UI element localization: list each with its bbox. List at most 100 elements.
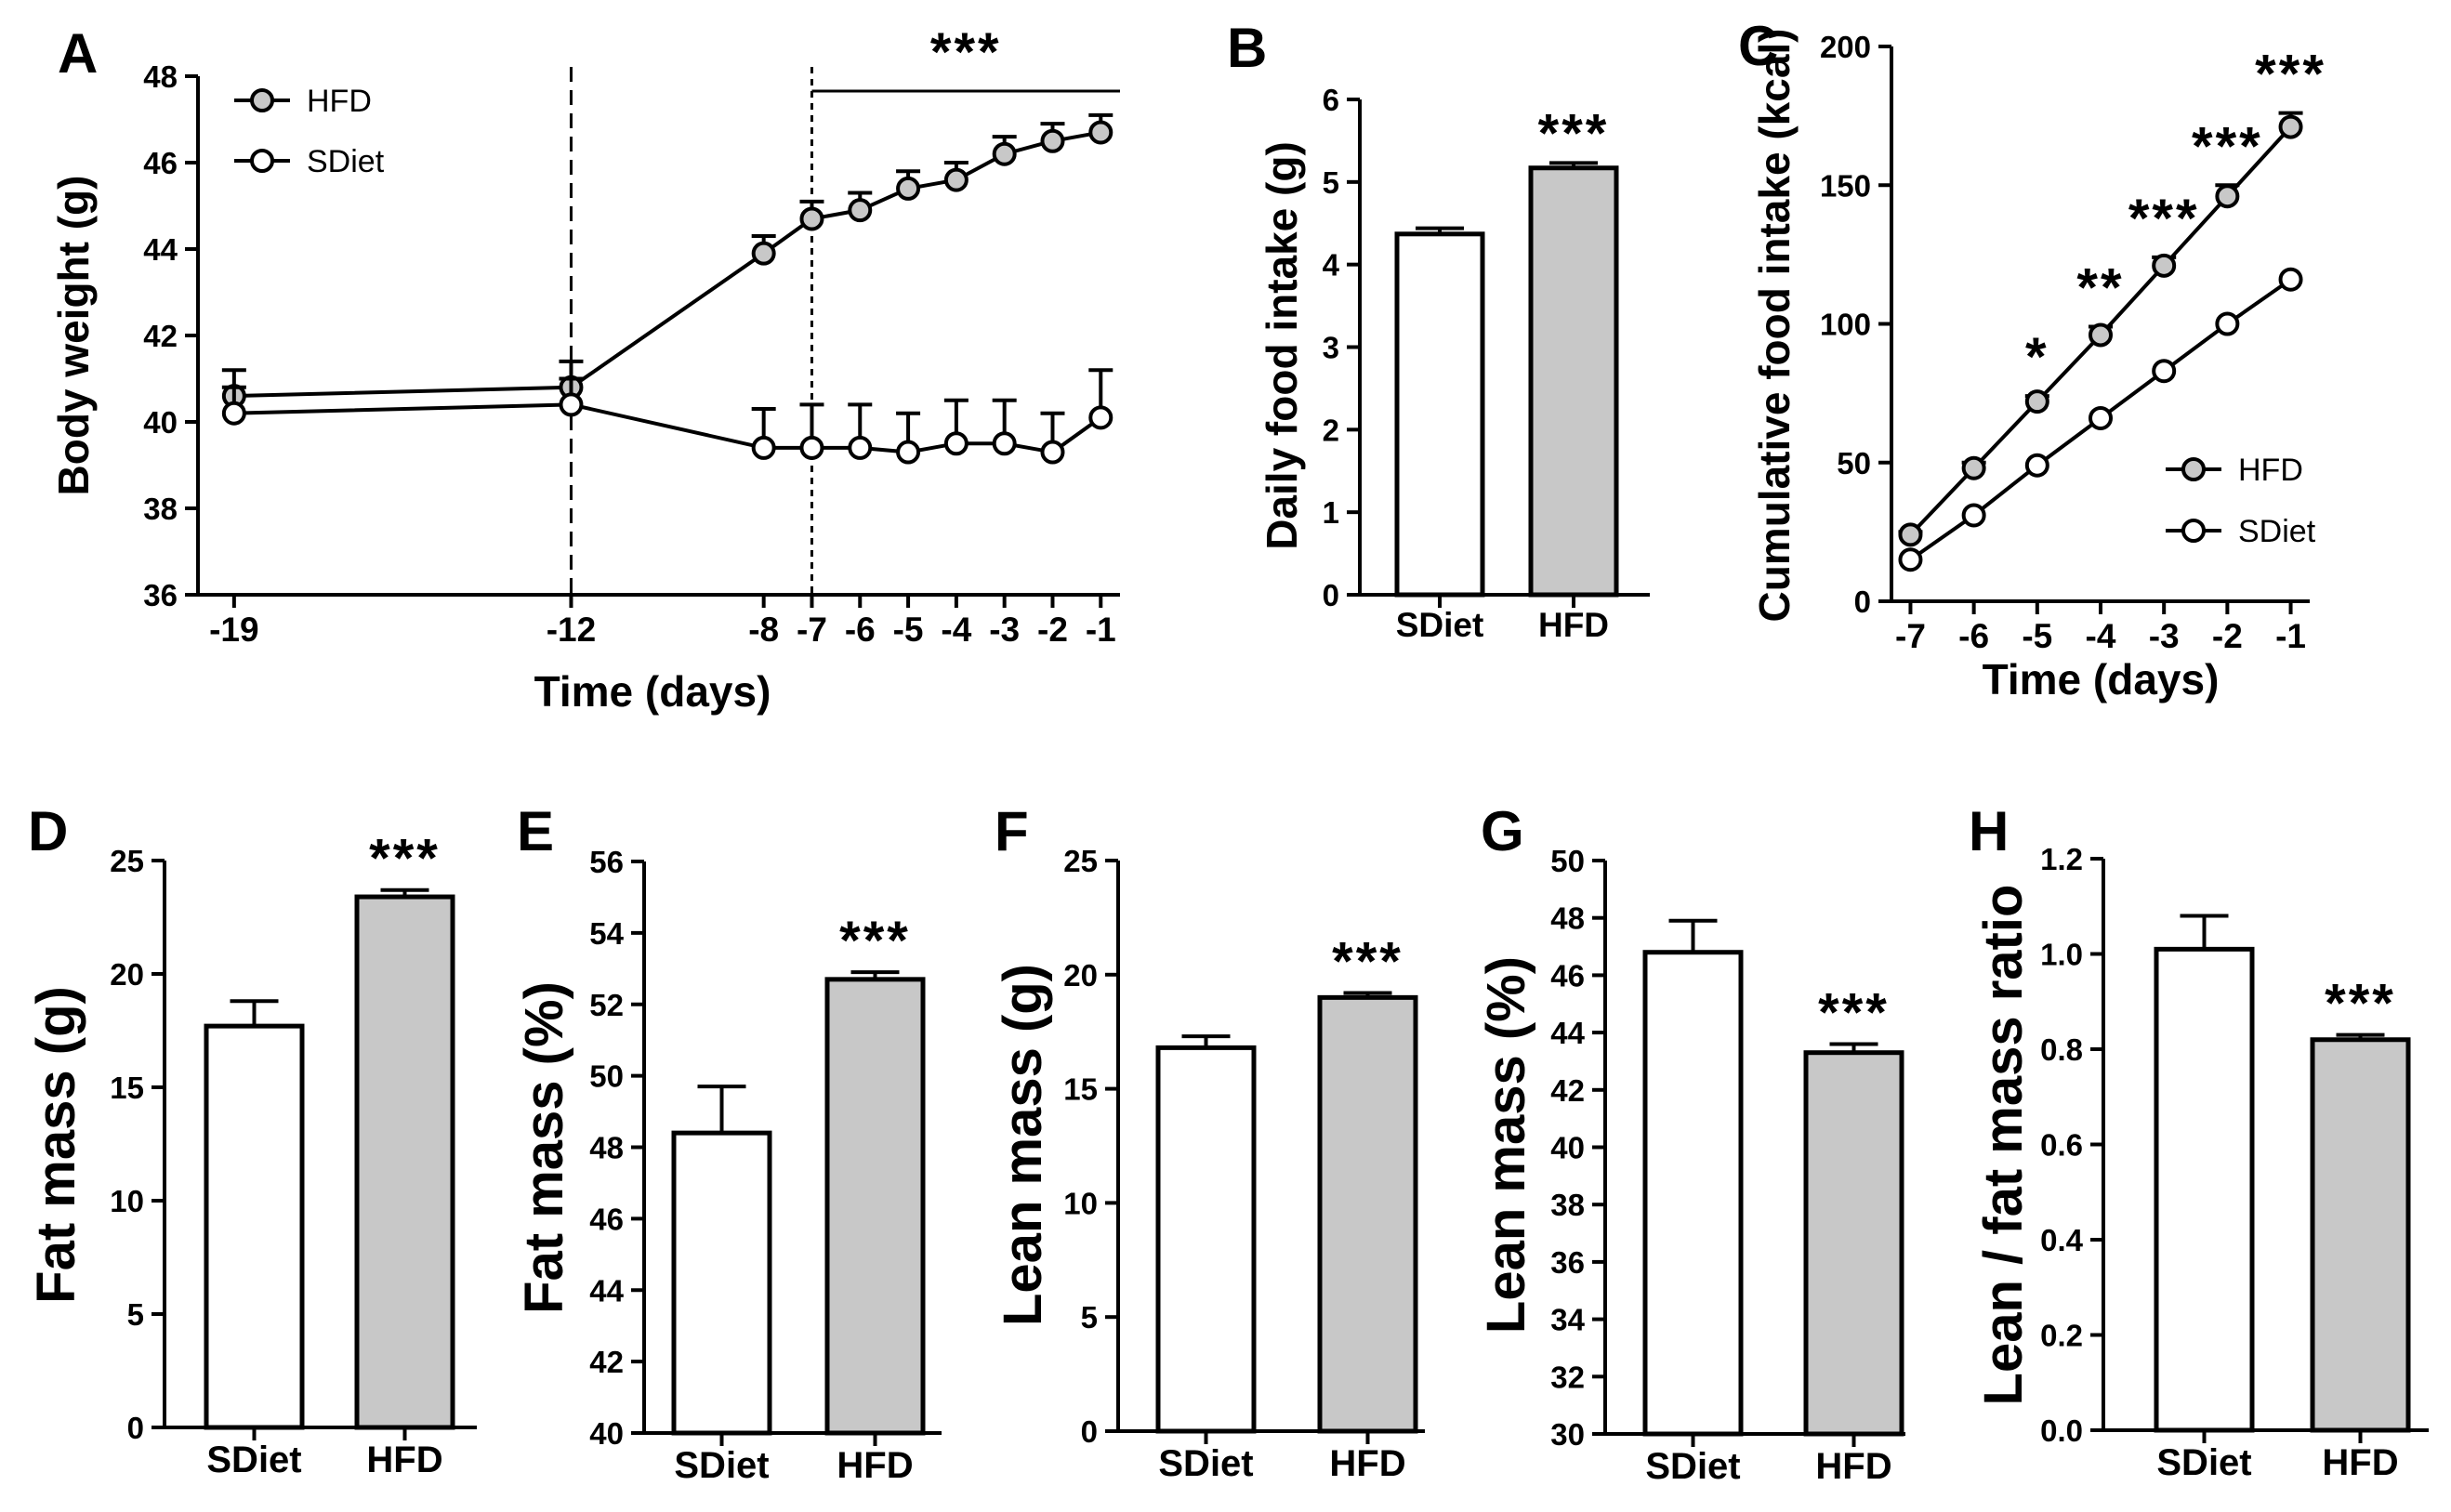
data-point-SDiet	[848, 435, 873, 460]
y-tick-label: 20	[110, 957, 144, 992]
bar-SDiet	[1155, 1045, 1257, 1434]
y-tick-label: 2	[1323, 413, 1339, 447]
significance-marker: **	[2076, 257, 2124, 318]
panel-B: Daily food intake (g)	[1258, 98, 1650, 608]
y-tick-label: 44	[143, 232, 178, 267]
data-point-SDiet	[943, 431, 969, 456]
y-tick-label: 15	[1063, 1072, 1098, 1107]
legend-label-SDiet: SDiet	[2238, 514, 2316, 549]
x-tick-label: -2	[2212, 617, 2243, 655]
x-tick-label: HFD	[837, 1445, 913, 1486]
y-tick-label: 40	[1550, 1131, 1585, 1165]
y-tick-label: 15	[110, 1071, 144, 1105]
x-tick-label: SDiet	[1396, 606, 1484, 644]
bar-SDiet	[671, 1130, 772, 1436]
x-axis-title: Time (days)	[534, 667, 771, 716]
x-tick-label: HFD	[1815, 1446, 1891, 1487]
data-point-HFD	[1961, 455, 1986, 480]
panel-H: Lean / fat mass ratio	[1973, 857, 2429, 1443]
x-tick-label: -1	[2275, 617, 2306, 655]
bar-SDiet	[1642, 950, 1744, 1437]
x-tick-label: -5	[893, 611, 924, 649]
y-tick-label: 42	[1550, 1073, 1585, 1108]
data-point-SDiet	[221, 401, 246, 426]
significance-marker: ***	[1332, 931, 1403, 992]
panel-label: D	[28, 800, 68, 862]
significance-marker: ***	[930, 22, 1002, 83]
panel-label: H	[1969, 800, 2009, 862]
data-point-HFD	[1088, 120, 1113, 145]
y-axis-title: Cumulative food intake (kcal)	[1750, 28, 1799, 622]
y-tick-label: 30	[1550, 1417, 1585, 1452]
x-tick-label: HFD	[1538, 606, 1609, 644]
y-axis-title: Body weight (g)	[49, 176, 98, 496]
y-tick-label: 0	[1854, 585, 1871, 619]
y-axis-title: Fat mass (g)	[26, 986, 86, 1304]
data-point-HFD	[992, 141, 1017, 166]
data-point-SDiet	[2215, 311, 2240, 336]
y-tick-label: 6	[1323, 83, 1339, 117]
significance-marker: ***	[839, 911, 911, 971]
x-tick-label: HFD	[366, 1440, 442, 1480]
x-tick-label: -7	[797, 611, 827, 649]
y-tick-label: 0	[127, 1411, 144, 1445]
data-point-HFD	[848, 198, 873, 223]
y-tick-label: 1.2	[2040, 842, 2083, 876]
y-tick-label: 44	[589, 1273, 624, 1308]
x-tick-label: SDiet	[206, 1440, 301, 1480]
bar-HFD	[2310, 1037, 2411, 1433]
x-tick-label: -5	[2022, 617, 2052, 655]
data-point-SDiet	[1088, 405, 1113, 430]
data-point-SDiet	[1961, 503, 1986, 528]
bar-HFD	[1803, 1050, 1904, 1437]
y-tick-label: 0.8	[2040, 1032, 2083, 1067]
y-tick-label: 150	[1820, 168, 1871, 203]
legend-label-HFD: HFD	[307, 84, 372, 119]
y-tick-label: 1	[1323, 495, 1339, 530]
legend-label-SDiet: SDiet	[307, 144, 385, 179]
y-tick-label: 3	[1323, 331, 1339, 365]
x-tick-label: -3	[989, 611, 1020, 649]
y-tick-label: 200	[1820, 30, 1871, 64]
legend-marker-SDiet	[2181, 519, 2206, 543]
y-tick-label: 48	[1550, 901, 1585, 936]
legend-marker-HFD	[2181, 457, 2206, 481]
x-tick-label: HFD	[1329, 1443, 1405, 1484]
x-tick-label: -1	[1086, 611, 1116, 649]
y-tick-label: 46	[1550, 958, 1585, 993]
x-tick-label: SDiet	[1645, 1446, 1740, 1487]
y-tick-label: 0	[1081, 1414, 1098, 1449]
bar-HFD	[824, 977, 926, 1436]
y-tick-label: 0	[1323, 578, 1339, 612]
data-point-HFD	[943, 167, 969, 192]
panel-label: B	[1227, 17, 1267, 79]
data-point-HFD	[2278, 114, 2303, 139]
panel-E: Fat mass (%)	[514, 860, 942, 1446]
y-tick-label: 50	[589, 1059, 624, 1094]
legend-label-HFD: HFD	[2238, 453, 2303, 488]
significance-marker: ***	[2255, 45, 2326, 105]
y-axis-title: Lean / fat mass ratio	[1973, 885, 2034, 1406]
significance-marker: ***	[2128, 189, 2200, 249]
y-tick-label: 46	[143, 146, 178, 180]
x-tick-label: -4	[2086, 617, 2116, 655]
y-axis-title: Daily food intake (g)	[1258, 141, 1306, 550]
y-tick-label: 52	[589, 988, 624, 1022]
panel-G: Lean mass (%)	[1476, 859, 1905, 1447]
y-tick-label: 10	[1063, 1186, 1098, 1220]
panel-label: A	[58, 22, 98, 85]
panel-F: Lean mass (g)	[993, 859, 1425, 1444]
x-tick-label: -19	[209, 611, 258, 649]
significance-marker: *	[2025, 327, 2049, 388]
y-tick-label: 50	[1550, 844, 1585, 878]
panel-C	[1878, 45, 2310, 614]
data-point-SDiet	[2089, 405, 2113, 430]
y-tick-label: 4	[1323, 248, 1340, 283]
data-point-HFD	[1898, 522, 1923, 547]
bar-SDiet	[1394, 231, 1485, 598]
y-tick-label: 36	[143, 578, 178, 612]
data-point-HFD	[2089, 322, 2113, 348]
y-tick-label: 32	[1550, 1360, 1585, 1394]
data-point-HFD	[1040, 128, 1065, 153]
